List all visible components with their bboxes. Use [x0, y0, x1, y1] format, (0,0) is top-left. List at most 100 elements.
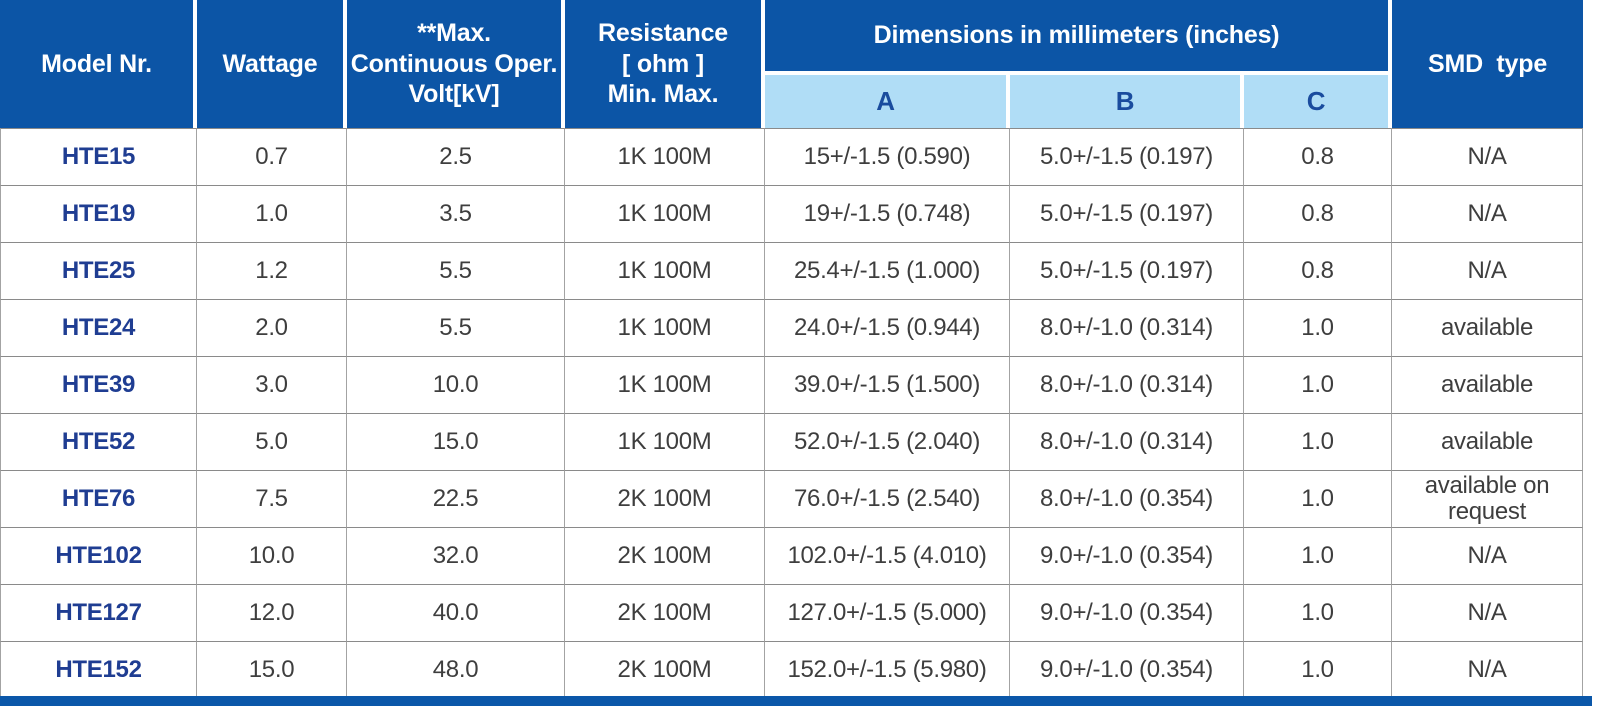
cell-resistance: 2K 100M: [565, 585, 765, 642]
cell-max-voltage: 5.5: [347, 300, 565, 357]
cell-dim-a: 24.0+/-1.5 (0.944): [765, 300, 1010, 357]
cell-max-voltage: 32.0: [347, 528, 565, 585]
cell-smd: N/A: [1392, 528, 1583, 585]
cell-dim-c: 0.8: [1244, 128, 1392, 186]
cell-smd: N/A: [1392, 642, 1583, 699]
header-smd-type: SMD type: [1392, 0, 1583, 128]
cell-dim-b: 8.0+/-1.0 (0.354): [1010, 471, 1244, 528]
cell-model: HTE52: [0, 414, 197, 471]
spec-table: Model Nr. Wattage **Max. Continuous Oper…: [0, 0, 1583, 699]
cell-smd: available on request: [1392, 471, 1583, 528]
header-wattage: Wattage: [197, 0, 347, 128]
cell-resistance: 1K 100M: [565, 128, 765, 186]
cell-dim-b: 9.0+/-1.0 (0.354): [1010, 528, 1244, 585]
cell-dim-c: 1.0: [1244, 471, 1392, 528]
bottom-accent-bar: [0, 696, 1592, 706]
cell-model: HTE25: [0, 243, 197, 300]
table-row: HTE39 3.0 10.0 1K 100M 39.0+/-1.5 (1.500) 8.0…: [0, 357, 1583, 414]
cell-dim-a: 152.0+/-1.5 (5.980): [765, 642, 1010, 699]
cell-wattage: 12.0: [197, 585, 347, 642]
cell-resistance: 2K 100M: [565, 528, 765, 585]
cell-dim-c: 1.0: [1244, 300, 1392, 357]
cell-smd: available: [1392, 357, 1583, 414]
cell-resistance: 1K 100M: [565, 243, 765, 300]
cell-wattage: 15.0: [197, 642, 347, 699]
cell-wattage: 0.7: [197, 128, 347, 186]
cell-model: HTE127: [0, 585, 197, 642]
header-dim-a: A: [765, 75, 1010, 128]
cell-dim-b: 5.0+/-1.5 (0.197): [1010, 128, 1244, 186]
cell-dim-c: 1.0: [1244, 528, 1392, 585]
cell-model: HTE76: [0, 471, 197, 528]
table-row: HTE102 10.0 32.0 2K 100M 102.0+/-1.5 (4.010)…: [0, 528, 1583, 585]
table-row: HTE127 12.0 40.0 2K 100M 127.0+/-1.5 (5.000)…: [0, 585, 1583, 642]
table-header: Model Nr. Wattage **Max. Continuous Oper…: [0, 0, 1583, 128]
cell-max-voltage: 2.5: [347, 128, 565, 186]
cell-dim-b: 9.0+/-1.0 (0.354): [1010, 642, 1244, 699]
header-model-nr: Model Nr.: [0, 0, 197, 128]
cell-dim-b: 8.0+/-1.0 (0.314): [1010, 357, 1244, 414]
cell-resistance: 1K 100M: [565, 414, 765, 471]
cell-wattage: 1.2: [197, 243, 347, 300]
cell-dim-a: 127.0+/-1.5 (5.000): [765, 585, 1010, 642]
cell-max-voltage: 22.5: [347, 471, 565, 528]
header-dimensions: Dimensions in millimeters (inches): [765, 0, 1392, 75]
header-max-continuous-oper-volt: **Max. Continuous Oper. Volt[kV]: [347, 0, 565, 128]
cell-smd: N/A: [1392, 128, 1583, 186]
cell-dim-a: 52.0+/-1.5 (2.040): [765, 414, 1010, 471]
cell-model: HTE102: [0, 528, 197, 585]
cell-dim-b: 8.0+/-1.0 (0.314): [1010, 414, 1244, 471]
cell-model: HTE152: [0, 642, 197, 699]
cell-wattage: 2.0: [197, 300, 347, 357]
cell-dim-b: 5.0+/-1.5 (0.197): [1010, 186, 1244, 243]
cell-model: HTE39: [0, 357, 197, 414]
cell-max-voltage: 10.0: [347, 357, 565, 414]
cell-dim-a: 39.0+/-1.5 (1.500): [765, 357, 1010, 414]
table-row: HTE76 7.5 22.5 2K 100M 76.0+/-1.5 (2.540) 8.0…: [0, 471, 1583, 528]
spec-table-body: HTE15 0.7 2.5 1K 100M 15+/-1.5 (0.590) 5.0+/-…: [0, 128, 1583, 699]
cell-model: HTE15: [0, 128, 197, 186]
cell-max-voltage: 5.5: [347, 243, 565, 300]
cell-wattage: 5.0: [197, 414, 347, 471]
header-dim-c: C: [1244, 75, 1392, 128]
cell-smd: N/A: [1392, 585, 1583, 642]
cell-model: HTE24: [0, 300, 197, 357]
table-row: HTE152 15.0 48.0 2K 100M 152.0+/-1.5 (5.980)…: [0, 642, 1583, 699]
cell-wattage: 7.5: [197, 471, 347, 528]
cell-dim-a: 102.0+/-1.5 (4.010): [765, 528, 1010, 585]
cell-dim-c: 0.8: [1244, 243, 1392, 300]
cell-wattage: 1.0: [197, 186, 347, 243]
cell-resistance: 2K 100M: [565, 642, 765, 699]
cell-max-voltage: 3.5: [347, 186, 565, 243]
cell-max-voltage: 40.0: [347, 585, 565, 642]
cell-dim-a: 25.4+/-1.5 (1.000): [765, 243, 1010, 300]
cell-dim-c: 0.8: [1244, 186, 1392, 243]
cell-dim-b: 5.0+/-1.5 (0.197): [1010, 243, 1244, 300]
cell-smd: available: [1392, 300, 1583, 357]
cell-wattage: 10.0: [197, 528, 347, 585]
table-row: HTE15 0.7 2.5 1K 100M 15+/-1.5 (0.590) 5.0+/-…: [0, 128, 1583, 186]
table-row: HTE25 1.2 5.5 1K 100M 25.4+/-1.5 (1.000) 5.0+…: [0, 243, 1583, 300]
table-row: HTE52 5.0 15.0 1K 100M 52.0+/-1.5 (2.040) 8.0…: [0, 414, 1583, 471]
cell-model: HTE19: [0, 186, 197, 243]
cell-dim-c: 1.0: [1244, 357, 1392, 414]
cell-resistance: 1K 100M: [565, 300, 765, 357]
cell-resistance: 1K 100M: [565, 186, 765, 243]
cell-wattage: 3.0: [197, 357, 347, 414]
cell-resistance: 1K 100M: [565, 357, 765, 414]
cell-resistance: 2K 100M: [565, 471, 765, 528]
cell-smd: N/A: [1392, 243, 1583, 300]
cell-smd: N/A: [1392, 186, 1583, 243]
cell-dim-b: 9.0+/-1.0 (0.354): [1010, 585, 1244, 642]
cell-dim-c: 1.0: [1244, 585, 1392, 642]
cell-dim-c: 1.0: [1244, 414, 1392, 471]
cell-max-voltage: 48.0: [347, 642, 565, 699]
header-dim-b: B: [1010, 75, 1244, 128]
cell-dim-a: 19+/-1.5 (0.748): [765, 186, 1010, 243]
table-row: HTE19 1.0 3.5 1K 100M 19+/-1.5 (0.748) 5.0+/-…: [0, 186, 1583, 243]
cell-dim-a: 76.0+/-1.5 (2.540): [765, 471, 1010, 528]
cell-dim-b: 8.0+/-1.0 (0.314): [1010, 300, 1244, 357]
cell-max-voltage: 15.0: [347, 414, 565, 471]
cell-dim-a: 15+/-1.5 (0.590): [765, 128, 1010, 186]
